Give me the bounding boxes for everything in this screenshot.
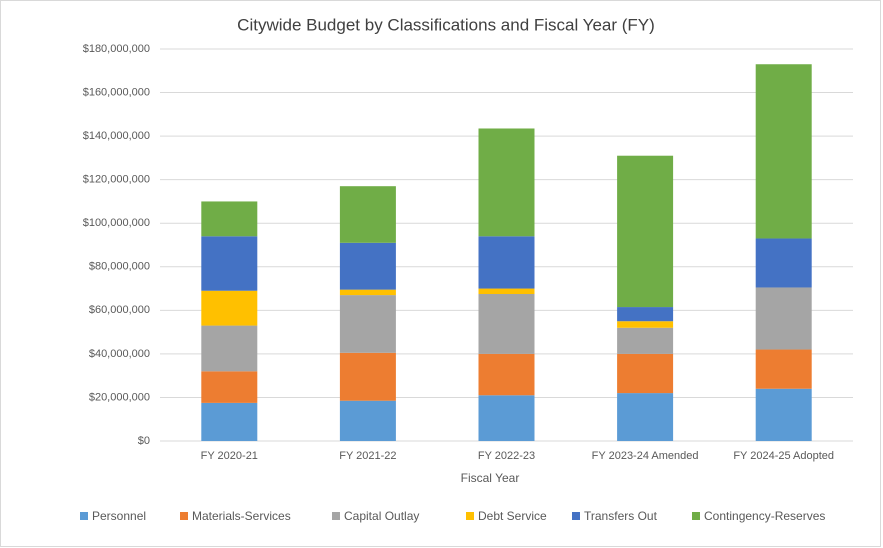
y-tick-label: $140,000,000 <box>83 130 150 142</box>
legend-swatch <box>332 512 340 520</box>
y-tick-label: $40,000,000 <box>89 348 150 360</box>
bar-segment <box>339 242 396 290</box>
bar-segment <box>339 400 396 441</box>
x-tick-label: FY 2024-25 Adopted <box>733 450 834 462</box>
bar-segment <box>201 236 258 291</box>
legend-label: Debt Service <box>478 509 547 523</box>
bar-segment <box>339 186 396 243</box>
bar-segment <box>339 295 396 353</box>
y-tick-label: $60,000,000 <box>89 304 150 316</box>
legend-swatch <box>466 512 474 520</box>
legend-swatch <box>692 512 700 520</box>
y-tick-label: $180,000,000 <box>83 43 150 55</box>
x-axis-title: Fiscal Year <box>461 471 520 485</box>
bar-segment <box>478 353 535 396</box>
x-tick-label: FY 2023-24 Amended <box>592 450 699 462</box>
bar-segment <box>755 238 812 288</box>
chart-title: Citywide Budget by Classifications and F… <box>237 15 655 34</box>
x-tick-label: FY 2022-23 <box>478 450 535 462</box>
bar-segment <box>339 352 396 401</box>
bar-segment <box>201 325 258 372</box>
legend-swatch <box>80 512 88 520</box>
bar-segment <box>617 321 674 328</box>
x-tick-label: FY 2020-21 <box>201 450 258 462</box>
bar-segment <box>617 155 674 308</box>
bar-segment <box>478 236 535 289</box>
bar-segment <box>201 290 258 326</box>
bar-segment <box>478 395 535 441</box>
legend-label: Materials-Services <box>192 509 291 523</box>
legend-label: Capital Outlay <box>344 509 419 523</box>
bar-segment <box>755 349 812 389</box>
bar-segment <box>201 402 258 441</box>
bar-segment <box>617 307 674 322</box>
y-tick-label: $120,000,000 <box>83 174 150 186</box>
bar-segment <box>339 289 396 296</box>
bar-segment <box>755 287 812 350</box>
bar-segment <box>617 393 674 441</box>
bar-segment <box>617 353 674 394</box>
bar-segment <box>201 371 258 403</box>
y-tick-label: $80,000,000 <box>89 261 150 273</box>
legend-swatch <box>180 512 188 520</box>
bar-segment <box>478 128 535 237</box>
legend-swatch <box>572 512 580 520</box>
bar-segment <box>478 294 535 354</box>
bar-segment <box>755 64 812 239</box>
legend-label: Transfers Out <box>584 509 658 523</box>
y-tick-label: $160,000,000 <box>83 86 150 98</box>
legend-label: Personnel <box>92 509 146 523</box>
y-tick-label: $0 <box>138 435 150 447</box>
bar-segment <box>478 288 535 294</box>
bar-segment <box>755 388 812 441</box>
x-tick-label: FY 2021-22 <box>339 450 396 462</box>
bar-segment <box>617 327 674 354</box>
y-tick-label: $20,000,000 <box>89 391 150 403</box>
y-tick-label: $100,000,000 <box>83 217 150 229</box>
legend-label: Contingency-Reserves <box>704 509 825 523</box>
bar-segment <box>201 201 258 237</box>
